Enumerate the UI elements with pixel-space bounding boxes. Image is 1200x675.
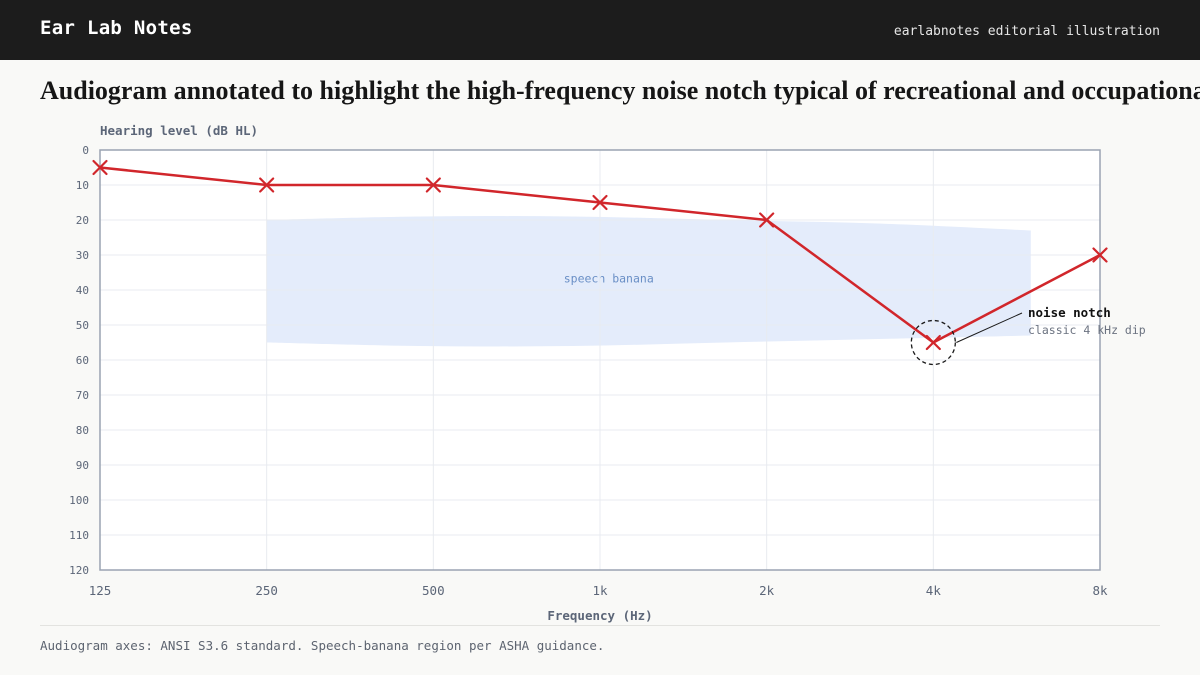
annotation-title: noise notch bbox=[1028, 305, 1111, 320]
marker-stroke bbox=[259, 177, 275, 193]
data-point-marker bbox=[925, 334, 941, 351]
marker-stroke bbox=[1092, 247, 1108, 263]
plot-frame-group bbox=[99, 149, 1101, 571]
y-axis-title: Hearing level (dB HL) bbox=[100, 123, 258, 138]
data-point-marker bbox=[92, 159, 108, 176]
footer-divider bbox=[40, 625, 1160, 626]
y-tick-label: 20 bbox=[76, 214, 89, 227]
plot-frame bbox=[99, 149, 1101, 571]
marker-stroke bbox=[425, 177, 441, 193]
x-tick-label: 8k bbox=[1092, 583, 1108, 598]
x-tick-label: 2k bbox=[759, 583, 775, 598]
annotation-leader-line bbox=[956, 312, 1023, 343]
y-tick-label: 30 bbox=[76, 249, 89, 262]
data-point-marker bbox=[759, 212, 775, 228]
marker-stroke bbox=[592, 194, 608, 211]
speech-banana-label: speech banana bbox=[564, 271, 654, 285]
marker-stroke bbox=[759, 212, 775, 228]
data-point-marker bbox=[425, 177, 441, 193]
y-tick-label: 90 bbox=[76, 459, 89, 472]
annotation-group: noise notch classic 4 kHz dip bbox=[910, 305, 1146, 366]
y-tick-label: 100 bbox=[69, 494, 89, 507]
speech-banana-region bbox=[266, 216, 1031, 347]
x-tick-label: 250 bbox=[255, 583, 278, 598]
brand-tagline: earlabnotes editorial illustration bbox=[893, 24, 1160, 39]
y-tick-label: 0 bbox=[82, 144, 89, 157]
top-bar: Ear Lab Notes earlabnotes editorial illu… bbox=[0, 0, 1200, 60]
x-tick-label: 500 bbox=[422, 583, 445, 598]
footnote: Audiogram axes: ANSI S3.6 standard. Spee… bbox=[40, 638, 605, 653]
marker-stroke bbox=[925, 334, 941, 351]
x-tick-label: 1k bbox=[592, 583, 608, 598]
y-tick-label: 50 bbox=[76, 319, 89, 332]
y-tick-label: 60 bbox=[76, 354, 89, 367]
y-tick-label: 80 bbox=[76, 424, 89, 437]
annotation-subtitle: classic 4 kHz dip bbox=[1028, 323, 1146, 337]
data-point-marker bbox=[592, 194, 608, 211]
y-tick-label: 120 bbox=[69, 564, 89, 577]
data-point-marker bbox=[259, 177, 275, 193]
marker-stroke bbox=[92, 159, 108, 176]
x-tick-label: 125 bbox=[89, 583, 112, 598]
data-point-marker bbox=[1092, 247, 1108, 263]
page-title: Audiogram annotated to highlight the hig… bbox=[40, 76, 1200, 105]
series-group bbox=[92, 159, 1108, 351]
y-tick-label: 70 bbox=[76, 389, 89, 402]
brand-name: Ear Lab Notes bbox=[40, 17, 193, 39]
y-tick-label: 40 bbox=[76, 284, 89, 297]
x-tick-label: 4k bbox=[926, 583, 942, 598]
y-tick-label: 10 bbox=[76, 179, 89, 192]
notch-highlight-circle bbox=[910, 319, 956, 366]
x-axis-title: Frequency (Hz) bbox=[547, 608, 652, 623]
y-tick-label: 110 bbox=[69, 529, 89, 542]
